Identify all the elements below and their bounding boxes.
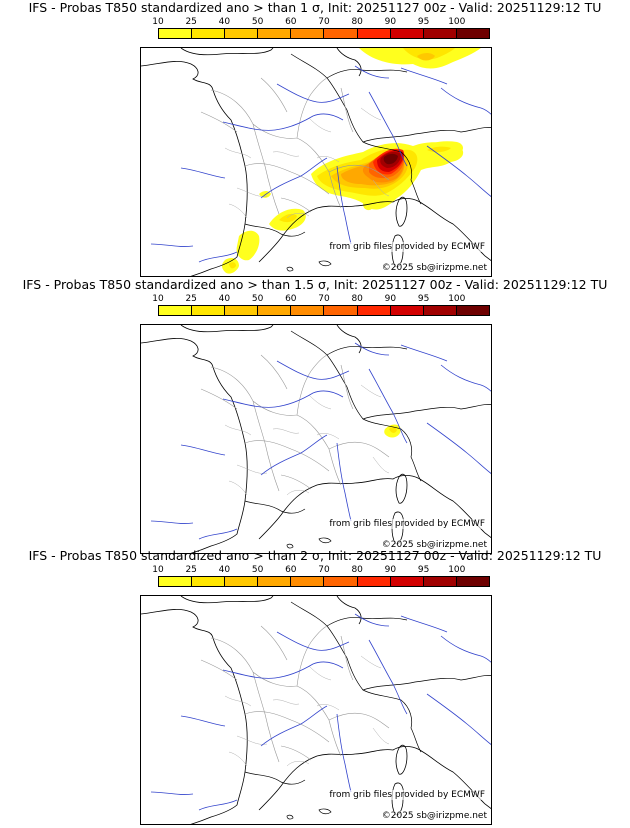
colorbar-segment bbox=[324, 577, 358, 586]
colorbar-tick: 100 bbox=[448, 17, 466, 27]
colorbar-ticks: 10 25 40 50 60 70 80 90 95 100 bbox=[152, 17, 490, 27]
colorbar-tick: 90 bbox=[384, 17, 397, 27]
colorbar-segment bbox=[159, 306, 193, 315]
colorbar-segment bbox=[357, 577, 391, 586]
colorbar-tick: 100 bbox=[448, 565, 466, 575]
source-credit: from grib files provided by ECMWF bbox=[329, 242, 485, 252]
colorbar-segment bbox=[225, 306, 259, 315]
colorbar-tick: 90 bbox=[384, 565, 397, 575]
colorbar-segment bbox=[258, 306, 292, 315]
colorbar-segment bbox=[357, 306, 391, 315]
probability-map: from grib files provided by ECMWF ©2025 … bbox=[140, 47, 492, 277]
colorbar-segment bbox=[357, 29, 391, 38]
colorbar-tick: 50 bbox=[251, 17, 264, 27]
colorbar-segment bbox=[291, 577, 325, 586]
colorbar-segment bbox=[390, 577, 424, 586]
map-panel-1-5sigma: IFS - Probas T850 standardized ano > tha… bbox=[0, 277, 630, 554]
colorbar-tick: 25 bbox=[185, 17, 197, 27]
colorbar bbox=[158, 576, 490, 587]
colorbar-segment bbox=[291, 306, 325, 315]
colorbar-tick: 50 bbox=[251, 565, 264, 575]
colorbar-tick: 40 bbox=[218, 17, 231, 27]
colorbar-segment bbox=[456, 577, 489, 586]
colorbar-tick: 80 bbox=[351, 17, 363, 27]
colorbar-segment bbox=[192, 577, 226, 586]
map-panel-1sigma: IFS - Probas T850 standardized ano > tha… bbox=[0, 0, 630, 277]
colorbar-tick: 95 bbox=[417, 294, 430, 304]
colorbar-tick: 95 bbox=[417, 17, 430, 27]
colorbar-segment bbox=[390, 306, 424, 315]
copyright: ©2025 sb@irizpme.net bbox=[381, 540, 487, 550]
copyright: ©2025 sb@irizpme.net bbox=[381, 811, 487, 821]
colorbar-segment bbox=[225, 29, 259, 38]
colorbar-segment bbox=[159, 577, 193, 586]
map-panel-2sigma: IFS - Probas T850 standardized ano > tha… bbox=[0, 548, 630, 825]
colorbar-tick: 60 bbox=[285, 565, 297, 575]
colorbar-tick: 50 bbox=[251, 294, 264, 304]
colorbar-segment bbox=[456, 306, 489, 315]
colorbar-tick: 95 bbox=[417, 565, 430, 575]
colorbar-segment bbox=[192, 306, 226, 315]
colorbar-tick: 70 bbox=[318, 294, 330, 304]
source-credit: from grib files provided by ECMWF bbox=[329, 519, 485, 529]
colorbar-tick: 10 bbox=[152, 17, 164, 27]
colorbar-tick: 70 bbox=[318, 17, 330, 27]
colorbar-segment bbox=[324, 306, 358, 315]
colorbar-tick: 80 bbox=[351, 294, 363, 304]
colorbar-segment bbox=[258, 577, 292, 586]
colorbar-segment bbox=[423, 306, 457, 315]
colorbar bbox=[158, 28, 490, 39]
colorbar-tick: 25 bbox=[185, 565, 197, 575]
colorbar-tick: 40 bbox=[218, 294, 231, 304]
colorbar-segment bbox=[291, 29, 325, 38]
colorbar-tick: 70 bbox=[318, 565, 330, 575]
colorbar-tick: 10 bbox=[152, 565, 164, 575]
colorbar-segment bbox=[324, 29, 358, 38]
map-canvas bbox=[141, 48, 491, 276]
colorbar-ticks: 10 25 40 50 60 70 80 90 95 100 bbox=[152, 565, 490, 575]
probability-field bbox=[384, 424, 401, 438]
colorbar-segment bbox=[423, 577, 457, 586]
colorbar-tick: 60 bbox=[285, 294, 297, 304]
colorbar-segment bbox=[258, 29, 292, 38]
colorbar-segment bbox=[456, 29, 489, 38]
colorbar bbox=[158, 305, 490, 316]
map-canvas bbox=[141, 325, 491, 553]
panel-title: IFS - Probas T850 standardized ano > tha… bbox=[22, 277, 608, 292]
colorbar-segment bbox=[423, 29, 457, 38]
probability-field bbox=[222, 48, 481, 274]
colorbar-tick: 40 bbox=[218, 565, 231, 575]
colorbar-segment bbox=[390, 29, 424, 38]
colorbar-tick: 10 bbox=[152, 294, 164, 304]
colorbar-tick: 100 bbox=[448, 294, 466, 304]
colorbar-segment bbox=[225, 577, 259, 586]
probability-map: from grib files provided by ECMWF ©2025 … bbox=[140, 324, 492, 554]
probability-map: from grib files provided by ECMWF ©2025 … bbox=[140, 595, 492, 825]
colorbar-segment bbox=[159, 29, 193, 38]
panel-title: IFS - Probas T850 standardized ano > tha… bbox=[28, 548, 602, 563]
copyright: ©2025 sb@irizpme.net bbox=[381, 263, 487, 273]
source-credit: from grib files provided by ECMWF bbox=[329, 790, 485, 800]
colorbar-ticks: 10 25 40 50 60 70 80 90 95 100 bbox=[152, 294, 490, 304]
colorbar-tick: 80 bbox=[351, 565, 363, 575]
panel-title: IFS - Probas T850 standardized ano > tha… bbox=[28, 0, 602, 15]
colorbar-segment bbox=[192, 29, 226, 38]
colorbar-tick: 60 bbox=[285, 17, 297, 27]
colorbar-tick: 25 bbox=[185, 294, 197, 304]
colorbar-tick: 90 bbox=[384, 294, 397, 304]
